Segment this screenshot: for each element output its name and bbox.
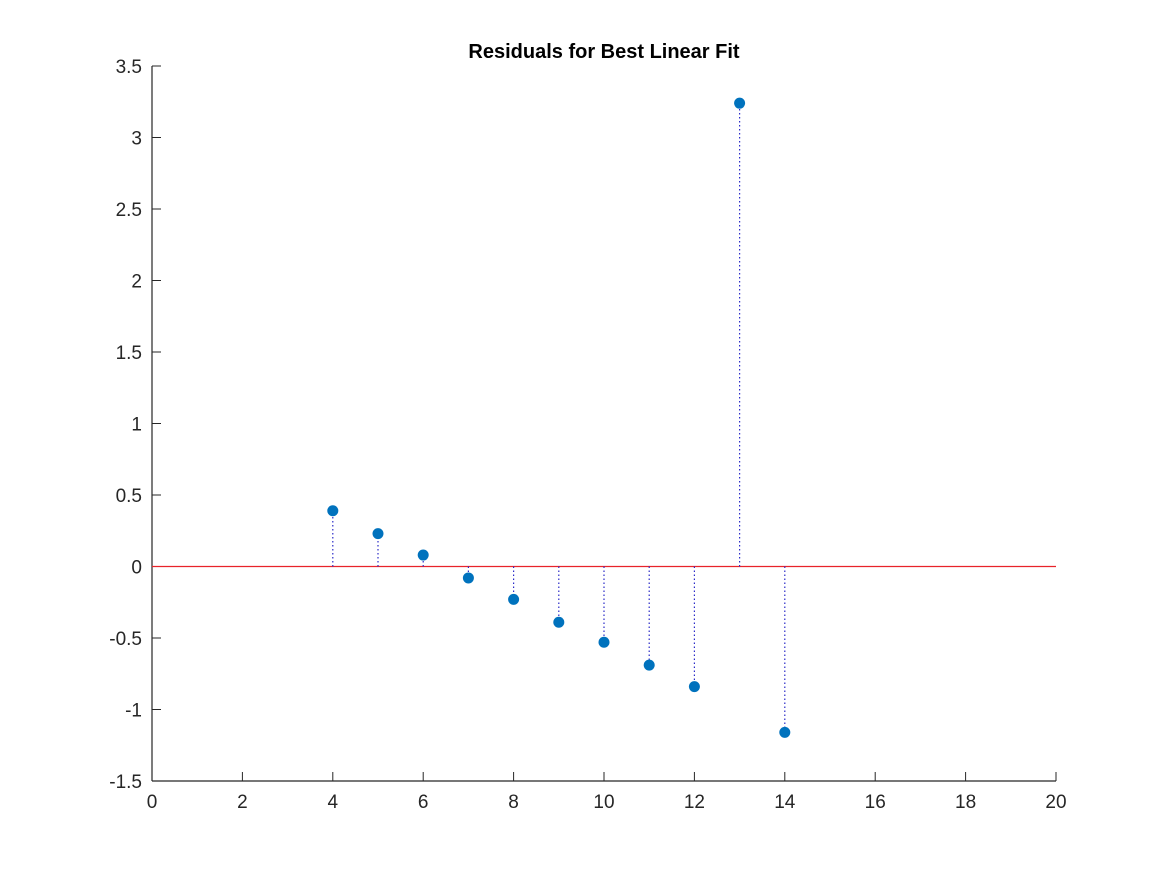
data-point [598,636,610,648]
x-tick-label: 16 [865,792,886,813]
data-point [327,505,339,517]
data-point [688,681,700,693]
data-point [508,593,520,605]
data-point [734,97,746,109]
chart-title: Residuals for Best Linear Fit [468,41,740,63]
y-tick-label: -1.5 [109,772,142,793]
data-point [372,528,384,540]
axes: 0 2 4 6 8 10 12 14 16 18 20 -1.5 -1 -0.5 0 0.5 1 1.5 2 2.5 3… [109,57,1066,813]
data-points [327,97,791,738]
x-tick-label: 14 [774,792,796,813]
y-tick-label: 2.5 [116,200,142,221]
x-tick-label: 6 [418,792,429,813]
stems [332,103,786,733]
data-point [462,572,474,584]
y-tick-label: 1.5 [116,343,142,364]
x-tick-label: 2 [237,792,248,813]
x-tick-label: 0 [147,792,158,813]
data-point [643,659,655,671]
y-tick-label: 0 [131,558,142,579]
data-point [553,616,565,628]
x-tick-label: 12 [684,792,705,813]
data-point [779,726,791,738]
y-tick-label: 3.5 [116,57,142,78]
y-tick-label: -1 [125,701,142,722]
data-point [417,549,429,561]
x-tick-label: 18 [955,792,976,813]
y-tick-label: 3 [131,129,142,150]
x-tick-label: 10 [593,792,614,813]
y-tick-label: 1 [131,415,142,436]
y-tick-label: -0.5 [109,629,142,650]
x-tick-label: 20 [1045,792,1066,813]
y-tick-label: 2 [131,272,142,293]
y-tick-label: 0.5 [116,486,142,507]
x-tick-label: 8 [508,792,519,813]
x-tick-label: 4 [328,792,339,813]
